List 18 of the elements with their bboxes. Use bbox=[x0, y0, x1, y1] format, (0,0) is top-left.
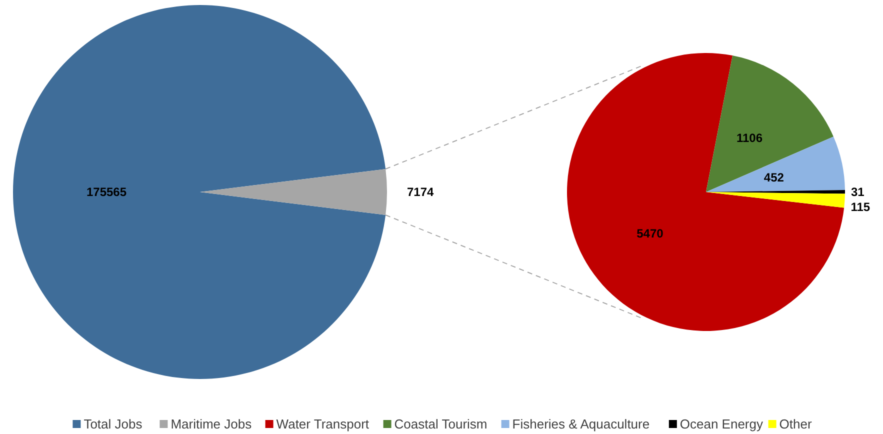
legend-label: Total Jobs bbox=[84, 416, 143, 432]
legend-label: Fisheries & Aquaculture bbox=[512, 416, 650, 432]
legend-label: Other bbox=[779, 416, 812, 432]
data-label: 452 bbox=[764, 170, 784, 185]
data-label: 115 bbox=[850, 200, 870, 214]
pie-slice bbox=[13, 5, 386, 379]
legend-label: Ocean Energy bbox=[680, 416, 764, 432]
pie-slice bbox=[567, 53, 844, 331]
legend-label: Water Transport bbox=[276, 416, 370, 432]
data-label: 1106 bbox=[736, 131, 763, 145]
legend-label: Coastal Tourism bbox=[394, 416, 488, 432]
legend-label: Maritime Jobs bbox=[170, 416, 252, 432]
data-label: 31 bbox=[851, 185, 865, 200]
data-label: 7174 bbox=[407, 185, 434, 200]
pie-slice bbox=[706, 192, 845, 208]
data-label: 175565 bbox=[86, 185, 127, 200]
data-label: 5470 bbox=[636, 226, 664, 240]
pie-slice bbox=[706, 56, 834, 192]
